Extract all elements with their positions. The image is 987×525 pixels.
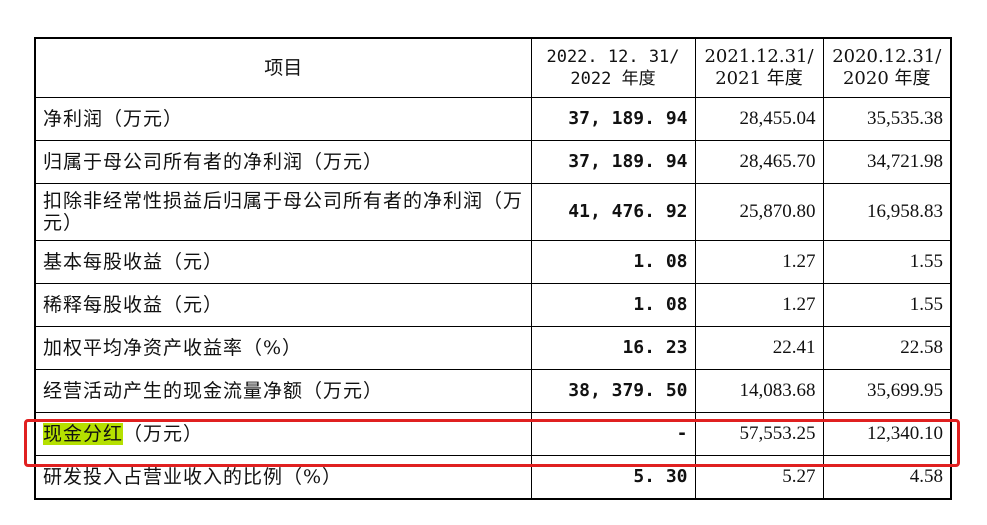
table-row: 经营活动产生的现金流量净额（万元） 38, 379. 50 14,083.68 … bbox=[34, 369, 952, 413]
table-row: 归属于母公司所有者的净利润（万元） 37, 189. 94 28,465.70 … bbox=[34, 140, 952, 184]
value-2021: 28,455.04 bbox=[694, 97, 824, 141]
highlighted-text: 现金分红 bbox=[43, 423, 124, 445]
value-2020: 1.55 bbox=[822, 240, 952, 284]
header-item: 项目 bbox=[34, 37, 532, 98]
value-2022: 5. 30 bbox=[530, 455, 696, 500]
row-label: 经营活动产生的现金流量净额（万元） bbox=[34, 369, 532, 413]
value-2020: 16,958.83 bbox=[822, 183, 952, 241]
row-label: 净利润（万元） bbox=[34, 97, 532, 141]
value-2022: 16. 23 bbox=[530, 326, 696, 370]
financial-table: 项目 2022. 12. 31/2022 年度 2021.12.31/2021 … bbox=[34, 37, 952, 500]
value-2020: 4.58 bbox=[822, 455, 952, 500]
value-2021: 5.27 bbox=[694, 455, 824, 500]
table-row: 扣除非经常性损益后归属于母公司所有者的净利润（万元） 41, 476. 92 2… bbox=[34, 183, 952, 241]
row-label: 稀释每股收益（元） bbox=[34, 283, 532, 327]
value-2020: 22.58 bbox=[822, 326, 952, 370]
value-2021: 28,465.70 bbox=[694, 140, 824, 184]
value-2022: 1. 08 bbox=[530, 240, 696, 284]
value-2022: 37, 189. 94 bbox=[530, 140, 696, 184]
value-2021: 25,870.80 bbox=[694, 183, 824, 241]
row-label: 加权平均净资产收益率（%） bbox=[34, 326, 532, 370]
value-2020: 35,699.95 bbox=[822, 369, 952, 413]
value-2022: 38, 379. 50 bbox=[530, 369, 696, 413]
value-2022: 37, 189. 94 bbox=[530, 97, 696, 141]
value-2022: 41, 476. 92 bbox=[530, 183, 696, 241]
value-2021: 1.27 bbox=[694, 283, 824, 327]
row-label: 扣除非经常性损益后归属于母公司所有者的净利润（万元） bbox=[34, 183, 532, 241]
row-label: 归属于母公司所有者的净利润（万元） bbox=[34, 140, 532, 184]
header-2021: 2021.12.31/2021 年度 bbox=[694, 37, 824, 98]
header-2020: 2020.12.31/2020 年度 bbox=[822, 37, 952, 98]
value-2020: 34,721.98 bbox=[822, 140, 952, 184]
table-row: 研发投入占营业收入的比例（%） 5. 30 5.27 4.58 bbox=[34, 455, 952, 500]
value-2021: 22.41 bbox=[694, 326, 824, 370]
value-2022: 1. 08 bbox=[530, 283, 696, 327]
row-label-unit: （万元） bbox=[123, 423, 204, 445]
value-2021: 1.27 bbox=[694, 240, 824, 284]
value-2021: 14,083.68 bbox=[694, 369, 824, 413]
header-2022: 2022. 12. 31/2022 年度 bbox=[530, 37, 696, 98]
table-row: 稀释每股收益（元） 1. 08 1.27 1.55 bbox=[34, 283, 952, 327]
annotation-box bbox=[24, 419, 960, 467]
header-row: 项目 2022. 12. 31/2022 年度 2021.12.31/2021 … bbox=[34, 37, 952, 98]
table-row: 基本每股收益（元） 1. 08 1.27 1.55 bbox=[34, 240, 952, 284]
value-2020: 35,535.38 bbox=[822, 97, 952, 141]
table-row: 净利润（万元） 37, 189. 94 28,455.04 35,535.38 bbox=[34, 97, 952, 141]
row-label: 基本每股收益（元） bbox=[34, 240, 532, 284]
row-label: 研发投入占营业收入的比例（%） bbox=[34, 455, 532, 500]
value-2020: 1.55 bbox=[822, 283, 952, 327]
table-row: 加权平均净资产收益率（%） 16. 23 22.41 22.58 bbox=[34, 326, 952, 370]
